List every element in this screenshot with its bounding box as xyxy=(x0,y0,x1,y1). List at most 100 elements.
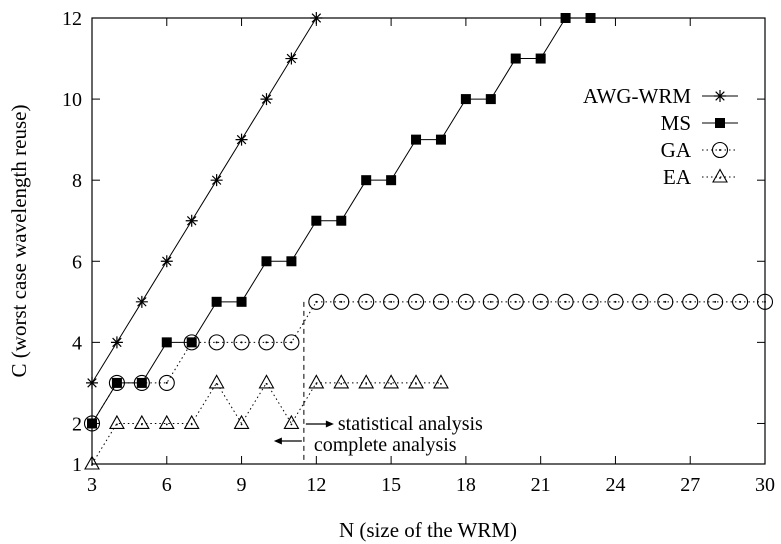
y-axis-title: C (worst case wavelength reuse) xyxy=(7,105,31,378)
data-point xyxy=(383,293,400,310)
data-point xyxy=(158,414,175,430)
data-point xyxy=(183,414,200,430)
data-point xyxy=(756,293,774,310)
data-point xyxy=(433,374,449,389)
data-point xyxy=(235,133,248,146)
y-tick-label: 1 xyxy=(72,454,82,476)
x-tick-label: 18 xyxy=(456,474,476,496)
data-point xyxy=(283,334,300,351)
data-point xyxy=(682,293,699,310)
data-point xyxy=(333,293,350,310)
plot-frame xyxy=(91,17,766,465)
data-point xyxy=(286,256,297,267)
x-tick-label: 6 xyxy=(162,474,172,496)
data-point xyxy=(532,293,549,310)
y-tick-label: 10 xyxy=(62,89,82,111)
data-point xyxy=(507,293,524,310)
data-point xyxy=(435,134,446,145)
series-layer xyxy=(83,12,774,470)
series-ga xyxy=(83,293,774,432)
data-point xyxy=(258,374,275,389)
legend-entry: EA xyxy=(663,165,738,189)
data-point xyxy=(482,293,499,310)
data-point xyxy=(208,374,225,389)
data-point xyxy=(133,414,150,430)
data-point xyxy=(233,334,250,351)
x-tick-label: 21 xyxy=(531,474,551,496)
data-point xyxy=(236,296,247,307)
y-tick-label: 8 xyxy=(72,170,82,192)
data-point xyxy=(233,414,250,430)
data-point xyxy=(510,53,521,64)
legend-entry: MS xyxy=(661,111,738,135)
legend-marker xyxy=(715,118,725,128)
x-tick-label: 27 xyxy=(680,474,700,496)
data-point xyxy=(707,293,724,310)
data-point xyxy=(358,374,375,389)
data-point xyxy=(108,414,125,430)
data-point xyxy=(336,215,347,226)
data-point xyxy=(408,374,424,389)
series-ms xyxy=(87,13,596,429)
data-point xyxy=(407,293,425,310)
legend: AWG-WRM MS GA EA xyxy=(583,84,738,189)
data-point xyxy=(283,414,300,430)
data-point xyxy=(160,255,173,268)
data-point xyxy=(84,455,100,470)
data-point xyxy=(535,53,546,64)
data-point xyxy=(308,293,325,310)
data-point xyxy=(333,374,350,389)
legend-label: EA xyxy=(663,165,692,189)
legend-marker xyxy=(714,90,726,102)
data-point xyxy=(211,296,222,307)
series-line xyxy=(91,301,765,424)
data-point xyxy=(457,293,474,310)
y-tick-label: 2 xyxy=(72,413,82,435)
data-point xyxy=(285,52,298,65)
data-point xyxy=(460,94,471,105)
legend-label: GA xyxy=(661,138,692,162)
legend-marker xyxy=(712,168,728,183)
data-point xyxy=(110,336,123,349)
data-point xyxy=(86,376,98,389)
data-point xyxy=(311,215,322,226)
data-point xyxy=(208,334,225,351)
data-point xyxy=(585,13,596,23)
data-point xyxy=(560,13,571,23)
data-point xyxy=(310,12,323,24)
statistical-arrow-head xyxy=(325,420,334,428)
legend-entry: GA xyxy=(661,138,738,162)
y-tick-label: 12 xyxy=(62,8,82,30)
data-point xyxy=(308,374,325,389)
data-point xyxy=(732,293,749,310)
x-tick-label: 9 xyxy=(237,474,247,496)
legend-label: MS xyxy=(661,111,691,135)
series-ea xyxy=(84,374,449,470)
data-point xyxy=(557,293,574,310)
data-point xyxy=(632,293,649,310)
x-tick-label: 12 xyxy=(306,474,326,496)
data-point xyxy=(485,94,496,105)
annotation-layer: statistical analysis complete analysis xyxy=(273,301,483,464)
data-point xyxy=(657,293,674,310)
legend-entry: AWG-WRM xyxy=(583,84,738,108)
legend-label: AWG-WRM xyxy=(583,84,691,108)
data-point xyxy=(361,175,372,186)
x-tick-label: 30 xyxy=(755,474,775,496)
y-tick-label: 4 xyxy=(72,332,82,354)
y-tick-label: 6 xyxy=(72,251,82,273)
data-point xyxy=(158,374,175,391)
data-point xyxy=(185,214,198,227)
legend-marker xyxy=(711,141,729,159)
data-point xyxy=(432,293,450,310)
x-tick-label: 15 xyxy=(381,474,401,496)
x-tick-label: 24 xyxy=(605,474,625,496)
data-point xyxy=(210,174,223,187)
data-point xyxy=(258,334,275,351)
data-point xyxy=(582,293,599,310)
data-point xyxy=(358,293,375,310)
data-point xyxy=(111,377,122,388)
data-point xyxy=(260,93,273,106)
